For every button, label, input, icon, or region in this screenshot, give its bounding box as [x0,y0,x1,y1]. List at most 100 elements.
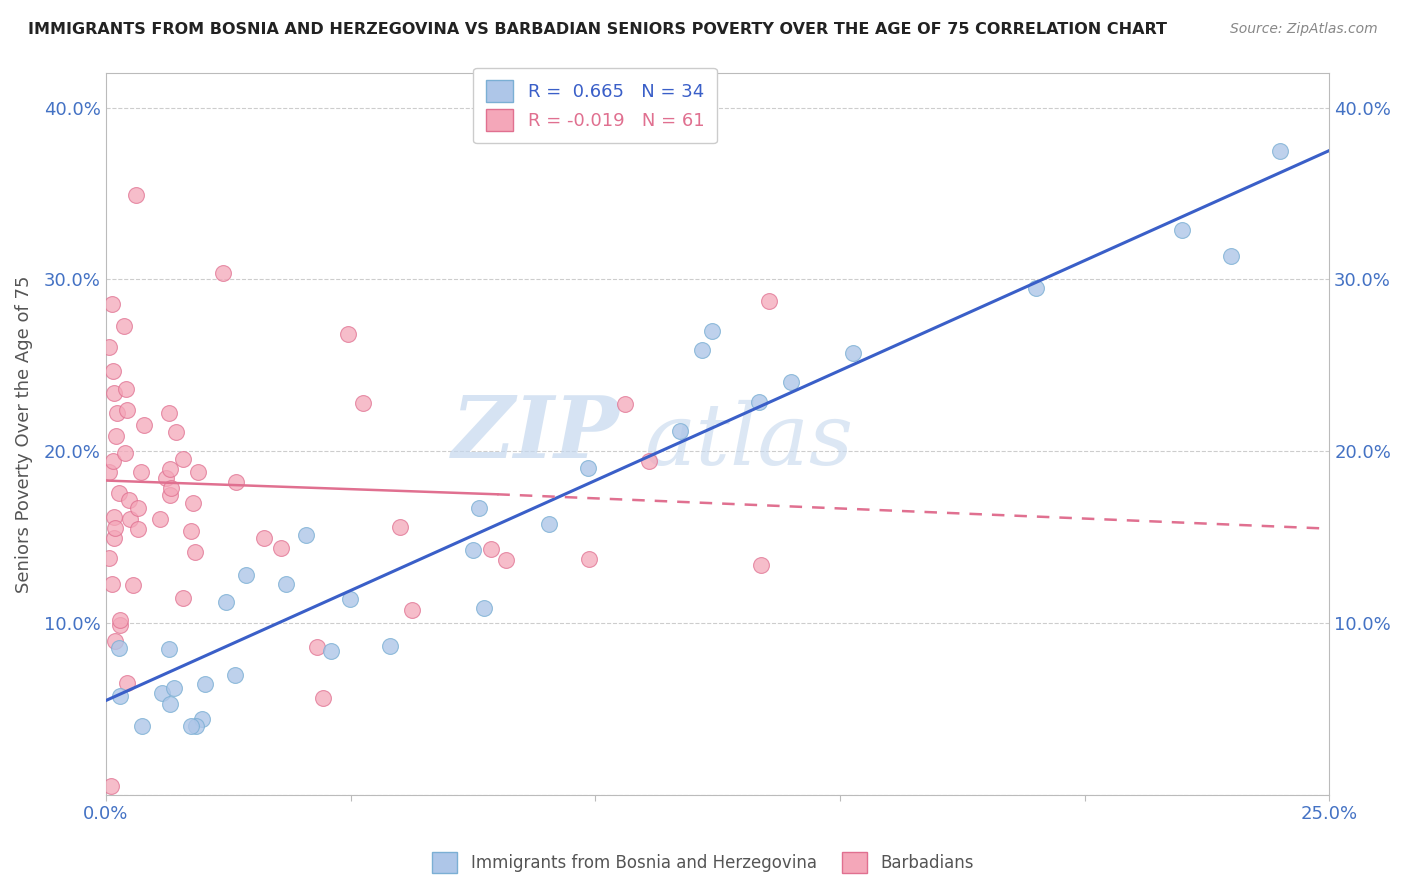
Point [211,266,233,280]
Point [172,591,194,606]
Point [389,520,412,534]
Point [127,522,149,536]
Point [98,465,121,479]
Point [115,676,138,690]
Point [181,496,204,510]
Text: ZIP: ZIP [451,392,620,476]
Point [842,346,865,360]
Point [100,780,122,794]
Point [180,524,202,539]
Point [1270,144,1292,158]
Point [468,501,491,516]
Point [105,429,128,443]
Point [495,553,517,567]
Point [105,406,128,420]
Legend: R =  0.665   N = 34, R = -0.019   N = 61: R = 0.665 N = 34, R = -0.019 N = 61 [474,68,717,144]
Point [159,462,181,476]
Y-axis label: Seniors Poverty Over the Age of 75: Seniors Poverty Over the Age of 75 [15,276,32,593]
Point [194,677,217,691]
Point [751,558,773,572]
Point [305,640,328,655]
Point [103,386,125,401]
Point [115,382,138,396]
Point [157,406,180,420]
Point [112,319,135,334]
Point [479,541,502,556]
Point [108,617,131,632]
Point [131,719,153,733]
Point [319,644,342,658]
Point [104,634,127,648]
Point [165,425,187,440]
Point [253,532,276,546]
Point [472,601,495,615]
Point [114,446,136,460]
Point [117,403,139,417]
Point [538,516,561,531]
Text: Source: ZipAtlas.com: Source: ZipAtlas.com [1230,22,1378,37]
Point [172,451,194,466]
Text: atlas: atlas [644,400,853,483]
Point [122,578,145,592]
Point [163,681,186,695]
Point [1220,249,1243,263]
Point [576,460,599,475]
Point [669,425,692,439]
Point [101,454,124,468]
Point [339,591,361,606]
Point [155,471,177,485]
Point [184,719,207,733]
Point [108,613,131,627]
Point [235,567,257,582]
Point [98,340,121,354]
Point [780,376,803,390]
Point [638,454,661,468]
Point [104,521,127,535]
Point [108,641,131,656]
Point [191,713,214,727]
Point [148,512,170,526]
Point [129,465,152,479]
Point [159,488,181,502]
Point [337,327,360,342]
Point [401,603,423,617]
Point [103,531,125,545]
Point [184,545,207,559]
Point [700,325,723,339]
Point [125,187,148,202]
Point [103,509,125,524]
Point [134,417,156,432]
Text: IMMIGRANTS FROM BOSNIA AND HERZEGOVINA VS BARBADIAN SENIORS POVERTY OVER THE AGE: IMMIGRANTS FROM BOSNIA AND HERZEGOVINA V… [28,22,1167,37]
Point [98,550,121,565]
Point [312,690,335,705]
Point [160,481,183,495]
Point [101,576,124,591]
Point [107,486,129,500]
Point [690,343,713,358]
Point [270,541,292,555]
Point [225,475,247,489]
Point [117,493,139,508]
Point [120,512,142,526]
Point [1171,223,1194,237]
Point [101,297,124,311]
Point [274,576,297,591]
Point [159,642,181,657]
Point [1025,281,1047,295]
Point [613,397,636,411]
Point [127,501,149,516]
Legend: Immigrants from Bosnia and Herzegovina, Barbadians: Immigrants from Bosnia and Herzegovina, … [426,846,980,880]
Point [159,697,181,711]
Point [224,668,246,682]
Point [758,293,780,308]
Point [578,551,600,566]
Point [187,465,209,479]
Point [101,364,124,378]
Point [748,395,770,409]
Point [108,690,131,704]
Point [294,528,316,542]
Point [461,542,484,557]
Point [214,594,236,608]
Point [150,685,173,699]
Point [352,396,374,410]
